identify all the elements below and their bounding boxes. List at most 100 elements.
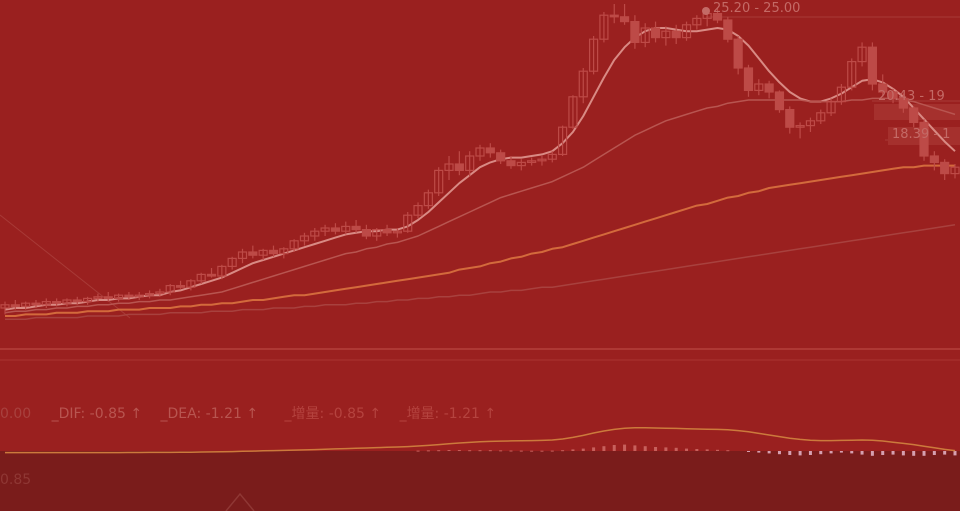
candle-body	[310, 230, 320, 237]
sub-indicator-panel	[0, 451, 960, 511]
macd-bar	[519, 450, 523, 452]
macd-bar	[777, 451, 781, 455]
candle-body	[31, 302, 41, 306]
candle-body	[21, 302, 31, 308]
candle	[785, 106, 795, 134]
price-label-mid: 20.43 - 19	[878, 89, 945, 104]
candle-body	[650, 27, 661, 39]
high-marker-dot	[702, 7, 710, 15]
candle-body	[568, 96, 578, 128]
candle-body	[83, 297, 93, 303]
candle	[588, 36, 599, 75]
price-label-low: 18.39 - 1	[892, 127, 950, 142]
candle	[754, 79, 764, 96]
candle	[929, 151, 939, 171]
candle	[41, 298, 51, 308]
candle-body	[268, 249, 279, 255]
candle	[248, 245, 258, 259]
macd-bar	[860, 451, 864, 455]
candle	[733, 36, 743, 75]
candle-body	[826, 100, 836, 114]
macd-bar	[612, 445, 616, 451]
candle-body	[103, 296, 113, 299]
candle-body	[929, 155, 939, 164]
candle	[496, 149, 506, 164]
candle-body	[537, 158, 547, 162]
moving-average-lines	[4, 27, 956, 320]
macd-bar	[798, 451, 802, 456]
ma-line-3	[5, 164, 955, 317]
candle	[258, 248, 268, 260]
macd-bar	[602, 446, 606, 451]
candle	[52, 298, 62, 307]
macd-bar	[705, 449, 709, 451]
candle	[465, 151, 475, 177]
candle-body	[248, 251, 258, 256]
macd-bar	[746, 451, 750, 452]
candle-body	[52, 301, 62, 304]
cn1-value: _增量: -0.85	[284, 406, 365, 422]
candle-body	[62, 299, 72, 304]
macd-bar	[726, 450, 730, 452]
macd-bar	[819, 451, 823, 455]
candle	[237, 248, 248, 264]
macd-bar	[839, 451, 843, 453]
bottom-panel-value: 0.85	[0, 472, 31, 488]
candle	[382, 224, 392, 236]
macd-bar	[881, 451, 885, 455]
candle	[103, 292, 113, 302]
candle-body	[527, 160, 537, 164]
candle	[62, 298, 72, 307]
macd-bar	[767, 451, 771, 454]
candle-body	[909, 107, 919, 123]
candle	[599, 12, 609, 43]
candle-body	[609, 14, 619, 18]
candle	[619, 4, 630, 25]
candle-body	[206, 273, 217, 277]
candle-body	[475, 147, 485, 157]
candle-body	[41, 301, 51, 306]
candle	[681, 21, 692, 41]
cn1-arrow: ↑	[369, 406, 381, 422]
macd-bar	[953, 451, 957, 456]
candle	[0, 301, 10, 315]
candle-body	[836, 86, 847, 103]
macd-bar	[674, 447, 678, 451]
candle	[403, 212, 413, 233]
candle-body	[155, 291, 165, 295]
candle-body	[485, 147, 495, 154]
candle	[805, 117, 816, 132]
candle-body	[547, 153, 557, 160]
candle	[857, 42, 867, 67]
candle-body	[237, 251, 248, 260]
candles	[0, 4, 960, 315]
candle-body	[165, 285, 175, 293]
candle	[217, 264, 227, 280]
candle	[320, 224, 330, 236]
candle-body	[516, 161, 526, 167]
candle-body	[558, 126, 568, 155]
candle-body	[403, 214, 413, 232]
dif-arrow: ↑	[130, 406, 142, 422]
macd-bar	[426, 450, 430, 452]
macd-bar	[685, 448, 689, 451]
candle	[506, 156, 516, 169]
candle-body	[578, 70, 588, 98]
candle	[31, 300, 41, 308]
indicator-prefix: 0.00	[0, 406, 31, 422]
macd-bar	[695, 449, 699, 451]
candle	[268, 245, 279, 257]
candle	[795, 122, 805, 139]
macd-bar	[571, 449, 575, 451]
candle	[609, 4, 619, 24]
candle-body	[805, 120, 816, 127]
cn2-value: _增量: -1.21	[399, 406, 480, 422]
candle	[72, 296, 82, 305]
ma-line-4	[5, 224, 956, 320]
candle-body	[413, 205, 423, 216]
candle-body	[217, 265, 227, 277]
macd-bar	[912, 451, 916, 456]
candle-body	[878, 83, 888, 93]
